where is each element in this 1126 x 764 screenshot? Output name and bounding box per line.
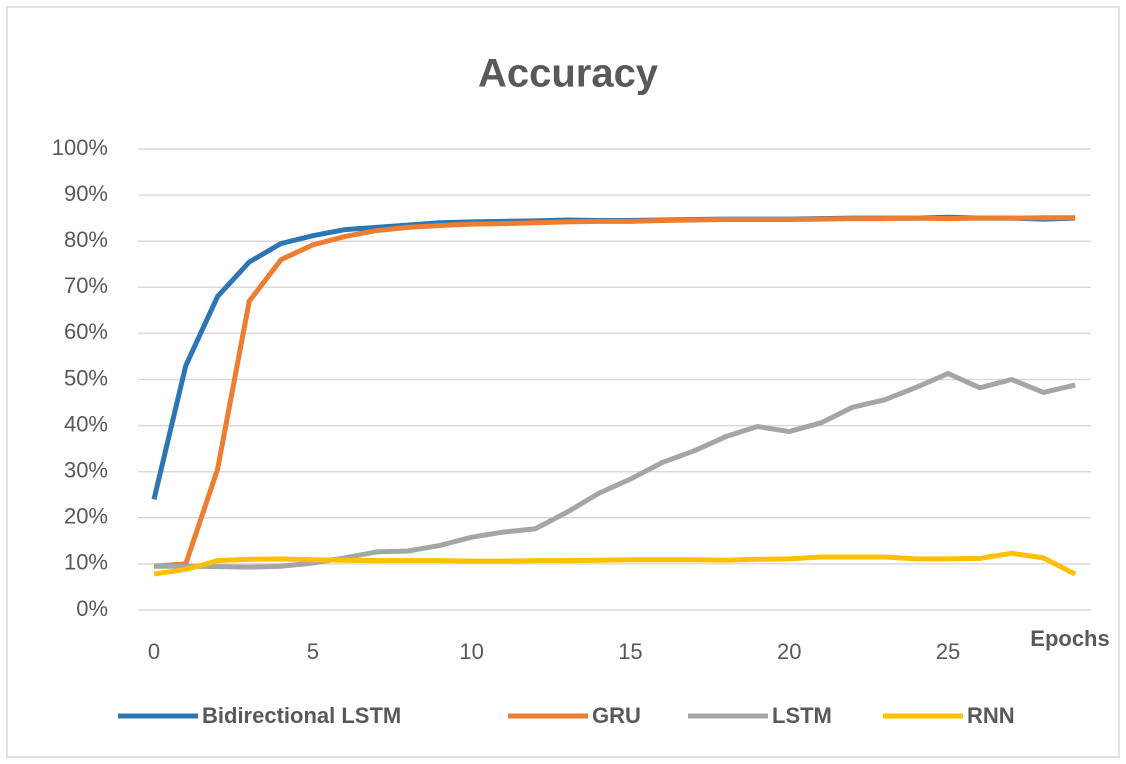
legend-label: Bidirectional LSTM xyxy=(202,703,401,728)
line-series xyxy=(153,550,1077,577)
x-tick-label: 5 xyxy=(307,639,319,664)
chart-title: Accuracy xyxy=(478,52,659,96)
legend-label: GRU xyxy=(592,703,641,728)
legend-label: RNN xyxy=(967,703,1015,728)
x-tick-label: 0 xyxy=(148,639,160,664)
y-tick-label: 80% xyxy=(64,227,108,252)
x-tick-label: 25 xyxy=(936,639,960,664)
x-tick-label: 10 xyxy=(459,639,483,664)
line-series xyxy=(154,371,1076,570)
y-tick-label: 50% xyxy=(64,365,108,390)
y-tick-label: 90% xyxy=(64,181,108,206)
y-tick-label: 20% xyxy=(64,504,108,529)
y-tick-label: 0% xyxy=(76,596,108,621)
y-tick-label: 30% xyxy=(64,458,108,483)
x-tick-label: 20 xyxy=(777,639,801,664)
y-tick-label: 40% xyxy=(64,411,108,436)
y-tick-label: 100% xyxy=(52,135,108,160)
y-tick-label: 60% xyxy=(64,319,108,344)
y-tick-label: 10% xyxy=(64,550,108,575)
x-axis-label: Epochs xyxy=(1030,626,1109,651)
y-tick-label: 70% xyxy=(64,273,108,298)
legend-label: LSTM xyxy=(772,703,832,728)
line-series xyxy=(153,215,1076,569)
x-tick-label: 15 xyxy=(618,639,642,664)
